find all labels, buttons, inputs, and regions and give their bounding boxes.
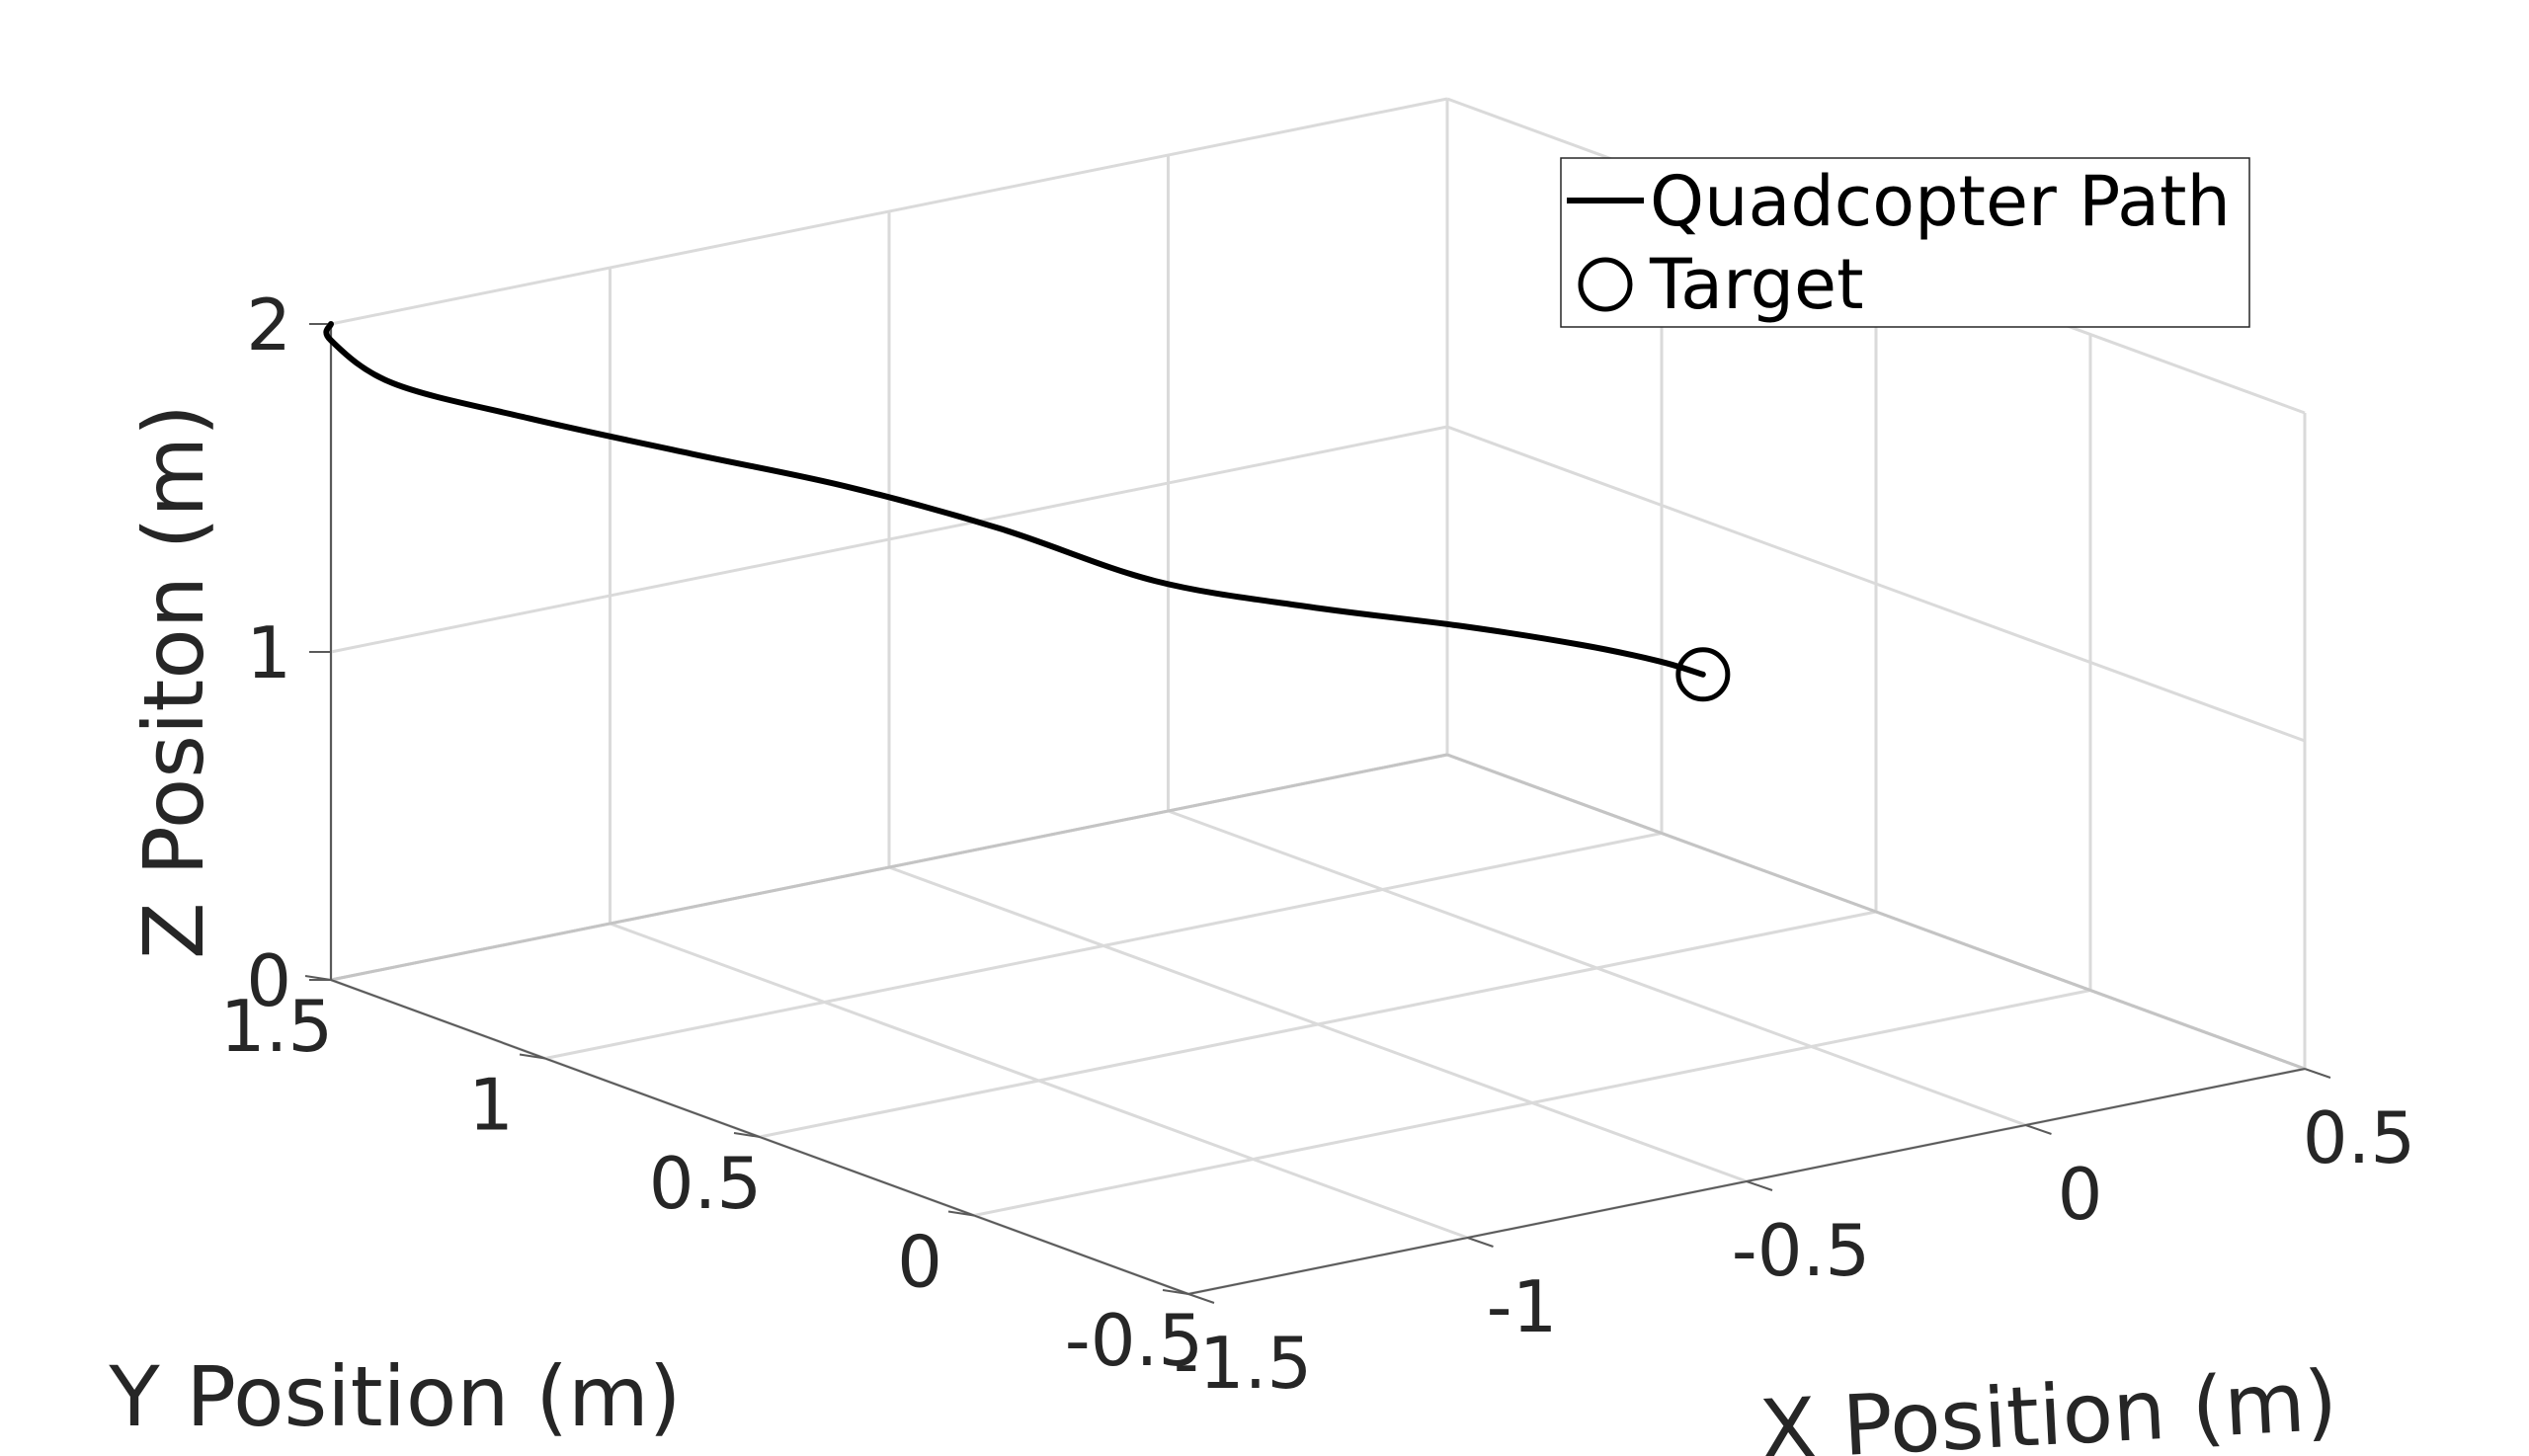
legend-entry-path: Quadcopter Path [1650, 161, 2231, 242]
floor-gridline [544, 832, 1663, 1060]
y-tick-label: 1.5 [220, 985, 334, 1068]
legend-box [1560, 157, 2250, 328]
axis-layer [304, 323, 2331, 1304]
x-tick [1187, 1293, 1215, 1304]
y-tick [733, 1132, 761, 1138]
x-tick-label: -0.5 [1732, 1209, 1870, 1292]
x-tick-label: -1 [1487, 1265, 1558, 1348]
x-tick-label: 0.5 [2303, 1096, 2416, 1179]
z-axis-label: Z Positon (m) [125, 404, 222, 959]
floor-gridline [759, 910, 1877, 1139]
x-tick [1746, 1180, 1773, 1191]
x-tick-label: -1.5 [1174, 1322, 1312, 1405]
box-edge [1446, 753, 2306, 1071]
quadcopter-path-line [323, 321, 1706, 678]
x-tick-label: 0 [2058, 1153, 2103, 1236]
y-axis-label: Y Position (m) [108, 1348, 681, 1445]
legend: Quadcopter Path Target [1560, 157, 2250, 328]
series-layer [323, 321, 1731, 702]
y-tick-label: 0 [897, 1221, 942, 1304]
legend-entry-target: Target [1649, 244, 1864, 325]
box-edge [330, 753, 1448, 982]
back-wall-gridline [330, 97, 1448, 326]
z-tick-label: 0 [246, 939, 291, 1022]
x-axis-label: X Position (m) [1757, 1352, 2340, 1456]
side-wall-gridline [1446, 425, 2306, 743]
axis-label-layer: X Position (m) Y Position (m) Z Positon … [108, 404, 2339, 1456]
x-tick [2304, 1068, 2331, 1079]
x-tick [1467, 1237, 1494, 1248]
x-tick [2025, 1124, 2052, 1135]
y-tick [947, 1210, 975, 1217]
z-tick-label: 2 [246, 283, 291, 366]
y-tick-label: -0.5 [1065, 1299, 1203, 1382]
floor-gridline [973, 989, 2091, 1217]
target-marker [1675, 647, 1731, 702]
y-tick [519, 1053, 546, 1060]
back-wall-gridline [330, 425, 1448, 654]
z-tick-label: 1 [246, 611, 291, 694]
y-tick-label: 1 [468, 1064, 514, 1147]
y-tick-label: 0.5 [649, 1142, 763, 1225]
legend-circle-icon [1578, 257, 1633, 312]
y-tick [1162, 1289, 1189, 1295]
